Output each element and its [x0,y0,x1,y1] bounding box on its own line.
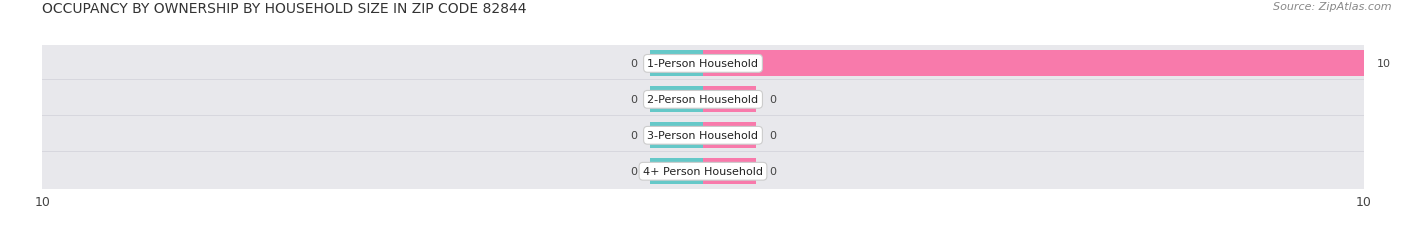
Bar [650,159,703,184]
Bar [703,159,756,184]
Text: 3-Person Household: 3-Person Household [648,131,758,141]
Text: 0: 0 [769,131,776,141]
Text: OCCUPANCY BY OWNERSHIP BY HOUSEHOLD SIZE IN ZIP CODE 82844: OCCUPANCY BY OWNERSHIP BY HOUSEHOLD SIZE… [42,2,527,16]
Bar [703,87,756,113]
Text: 10: 10 [1376,59,1391,69]
Text: 0: 0 [630,167,637,176]
Bar [650,123,703,149]
FancyBboxPatch shape [32,44,1374,84]
FancyBboxPatch shape [32,80,1374,120]
Text: 0: 0 [630,95,637,105]
FancyBboxPatch shape [32,116,1374,155]
Text: 0: 0 [769,167,776,176]
Bar [703,51,1364,77]
Bar [703,123,756,149]
Text: 0: 0 [769,95,776,105]
Bar [650,87,703,113]
Text: 1-Person Household: 1-Person Household [648,59,758,69]
Bar [650,51,703,77]
Text: 0: 0 [630,59,637,69]
Text: 0: 0 [630,131,637,141]
Text: 2-Person Household: 2-Person Household [647,95,759,105]
Text: Source: ZipAtlas.com: Source: ZipAtlas.com [1274,2,1392,12]
FancyBboxPatch shape [32,152,1374,191]
Text: 4+ Person Household: 4+ Person Household [643,167,763,176]
